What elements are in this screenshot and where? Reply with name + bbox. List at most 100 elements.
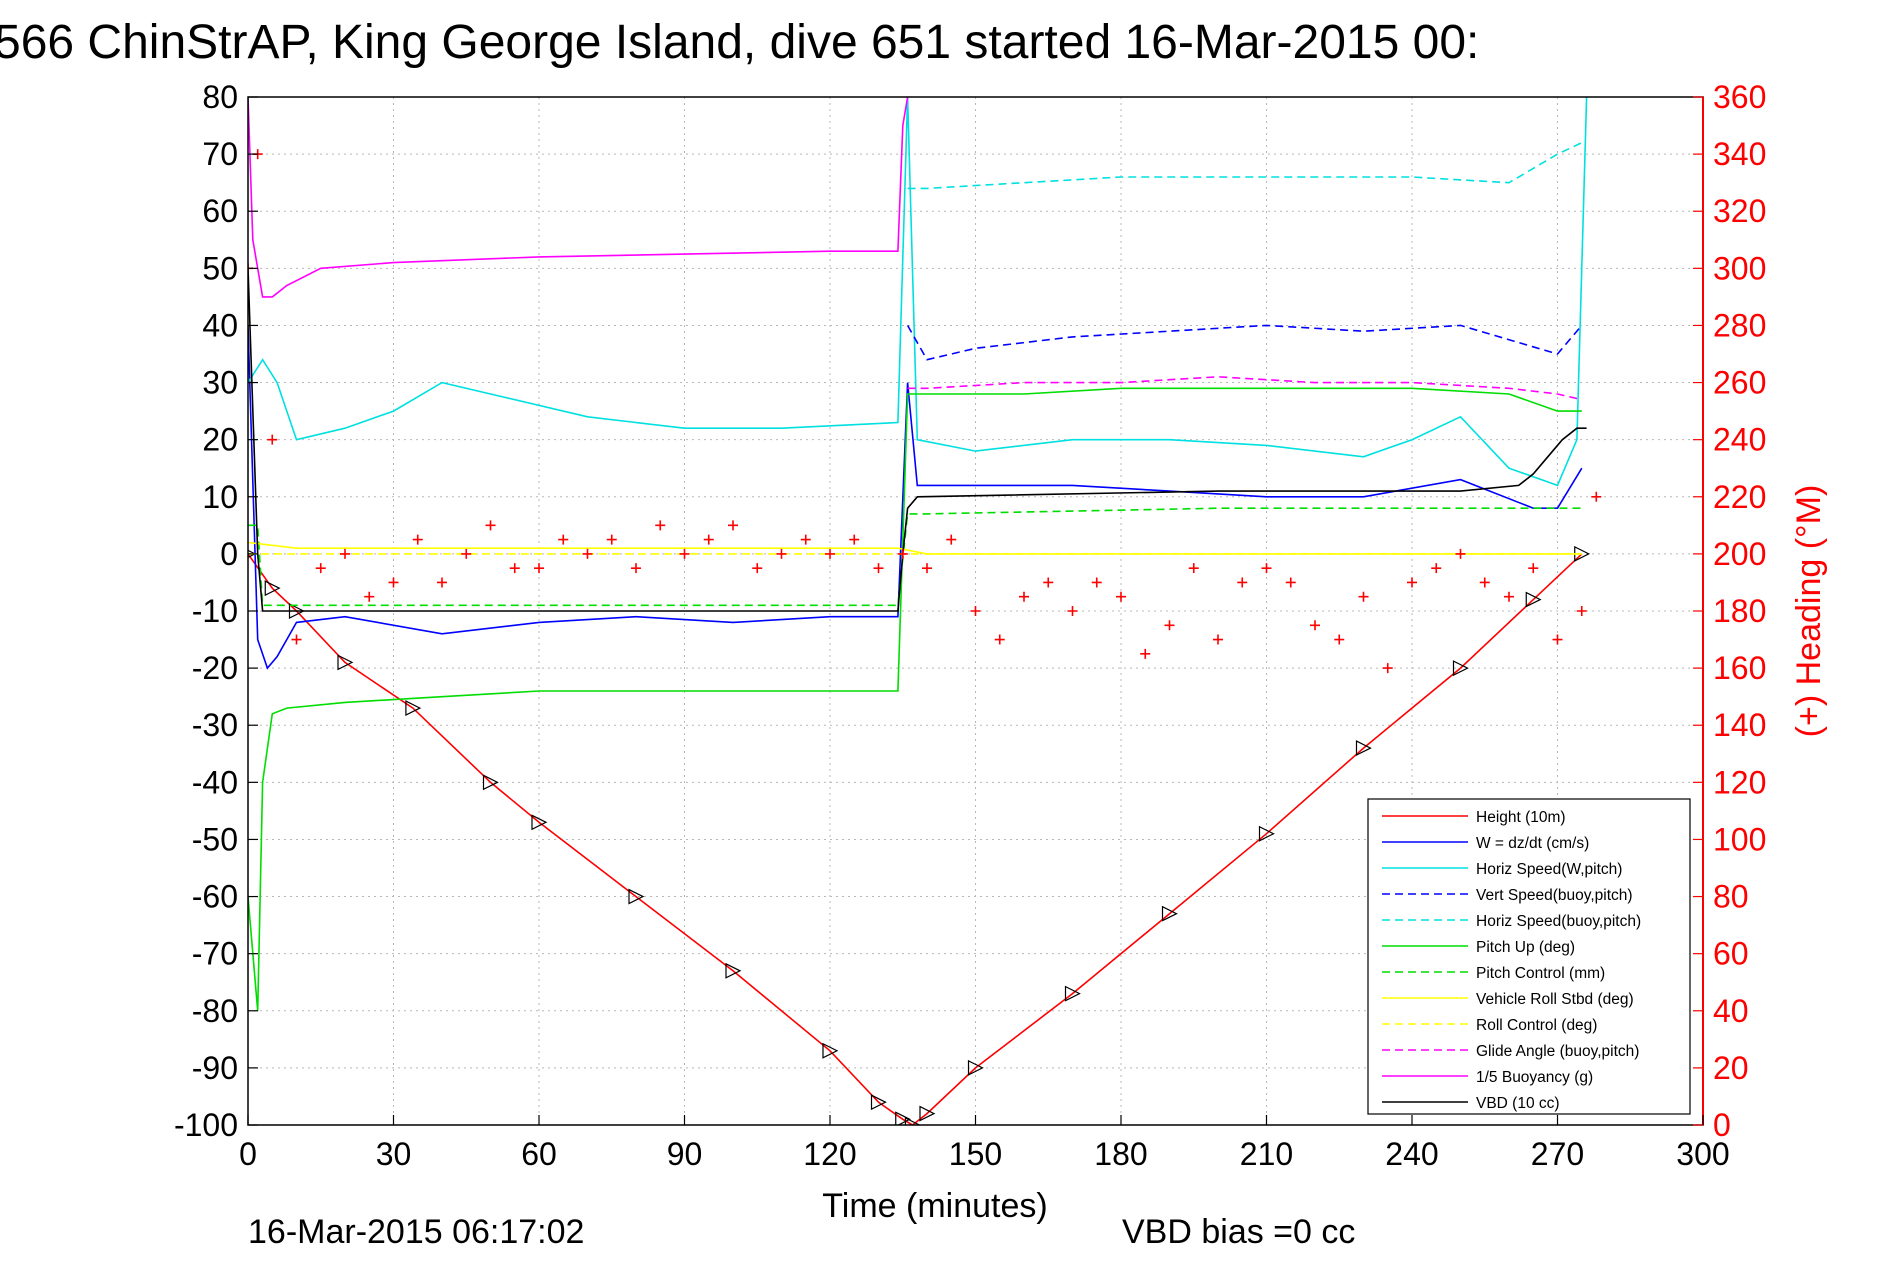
series-line-1-5-buoyancy-g (248, 97, 909, 298)
heading-marker (1237, 577, 1248, 588)
heading-marker (291, 634, 302, 645)
heading-marker (1067, 606, 1078, 616)
y2-tick-label: 200 (1713, 536, 1766, 572)
y-tick-label: 0 (220, 536, 238, 572)
y2-tick-label: 180 (1713, 593, 1766, 629)
legend-label: W = dz/dt (cm/s) (1476, 835, 1589, 852)
height-marker (531, 814, 548, 831)
heading-marker (1310, 620, 1320, 631)
heading-marker (800, 534, 811, 545)
heading-marker (1479, 577, 1490, 588)
series-line-vert-speed-buoy-pitch (906, 324, 1583, 361)
heading-marker (922, 563, 932, 574)
x-tick-label: 60 (521, 1136, 557, 1172)
heading-marker (825, 548, 835, 559)
y-tick-label: 80 (202, 79, 238, 115)
heading-marker (994, 634, 1005, 645)
right-y-axis-label: (+) Heading (°M) (1790, 485, 1828, 738)
y-tick-label: 10 (202, 479, 238, 515)
heading-marker (1431, 563, 1442, 574)
y2-tick-label: 0 (1713, 1107, 1731, 1143)
heading-marker (606, 534, 617, 545)
legend-label: Roll Control (deg) (1476, 1017, 1597, 1034)
heading-marker (1140, 648, 1151, 659)
y-tick-label: -60 (192, 879, 238, 915)
heading-marker (1213, 634, 1223, 645)
y-tick-label: 50 (202, 250, 238, 286)
y-tick-label: 70 (202, 136, 238, 172)
heading-marker (1019, 591, 1029, 602)
y-tick-label: -20 (192, 650, 238, 686)
y-tick-label: 30 (202, 365, 238, 401)
height-marker (1355, 740, 1372, 757)
heading-marker (1407, 577, 1417, 588)
x-tick-label: 90 (667, 1136, 703, 1172)
legend-label: Vehicle Roll Stbd (deg) (1476, 991, 1634, 1008)
x-tick-label: 240 (1385, 1136, 1438, 1172)
heading-marker (655, 520, 666, 531)
y2-tick-label: 300 (1713, 250, 1766, 286)
height-marker (725, 962, 742, 979)
legend-label: Pitch Control (mm) (1476, 965, 1605, 982)
legend-label: Horiz Speed(W,pitch) (1476, 861, 1622, 878)
height-marker (482, 774, 499, 791)
y-tick-label: 40 (202, 307, 238, 343)
legend-label: Pitch Up (deg) (1476, 939, 1575, 956)
heading-marker (461, 548, 472, 559)
height-marker (870, 1094, 887, 1111)
heading-marker (315, 563, 326, 574)
series-line-horiz-speed-buoy-pitch (907, 141, 1583, 190)
legend-box (1367, 798, 1691, 1115)
y2-tick-label: 100 (1713, 821, 1766, 857)
heading-marker (1455, 548, 1466, 559)
series-line-pitch-up-deg (248, 387, 1582, 1011)
heading-marker (1188, 563, 1199, 574)
height-marker (1064, 985, 1081, 1002)
legend-label: 1/5 Buoyancy (g) (1476, 1069, 1593, 1086)
y2-tick-label: 120 (1713, 764, 1766, 800)
height-marker (1161, 905, 1178, 922)
legend-label: Vert Speed(buoy,pitch) (1476, 887, 1633, 904)
height-marker (895, 1111, 912, 1125)
height-marker (628, 888, 645, 905)
heading-marker (534, 563, 544, 574)
heading-marker (1382, 663, 1393, 674)
heading-marker (1091, 577, 1102, 588)
x-tick-label: 30 (376, 1136, 412, 1172)
legend: Height (10m) W = dz/dt (cm/s) Horiz Speed(… (1367, 798, 1691, 1115)
height-marker (264, 580, 281, 597)
vbd-bias-label: VBD bias =0 cc (1122, 1213, 1355, 1251)
y-tick-label: 20 (202, 422, 238, 458)
heading-marker (340, 548, 350, 559)
chart-title: 566 ChinStrAP, King George Island, dive … (0, 16, 1479, 69)
heading-marker (703, 534, 714, 545)
y-tick-label: -40 (192, 764, 238, 800)
y-tick-label: -70 (192, 936, 238, 972)
heading-marker (970, 606, 981, 616)
heading-marker (849, 534, 860, 545)
y-tick-label: -90 (192, 1050, 238, 1086)
heading-marker (873, 563, 884, 574)
series-line-vehicle-roll-stbd-deg (248, 541, 1582, 555)
y2-tick-label: 340 (1713, 136, 1766, 172)
heading-marker (946, 534, 957, 545)
y-tick-label: -80 (192, 993, 238, 1029)
legend-label: Height (10m) (1476, 809, 1566, 826)
x-tick-label: 300 (1676, 1136, 1729, 1172)
legend-label: VBD (10 cc) (1476, 1095, 1560, 1112)
heading-marker (1504, 591, 1514, 602)
y-tick-label: 60 (202, 193, 238, 229)
heading-marker (1334, 634, 1345, 645)
height-marker (904, 1117, 921, 1125)
y2-tick-label: 160 (1713, 650, 1766, 686)
heading-marker (752, 563, 763, 574)
height-marker (822, 1042, 839, 1059)
heading-marker (1591, 491, 1602, 502)
y-tick-label: -50 (192, 821, 238, 857)
series-heading-m (248, 149, 1602, 674)
heading-marker (582, 548, 593, 559)
heading-marker (267, 434, 278, 445)
heading-marker (1576, 606, 1587, 616)
heading-marker (631, 563, 641, 574)
